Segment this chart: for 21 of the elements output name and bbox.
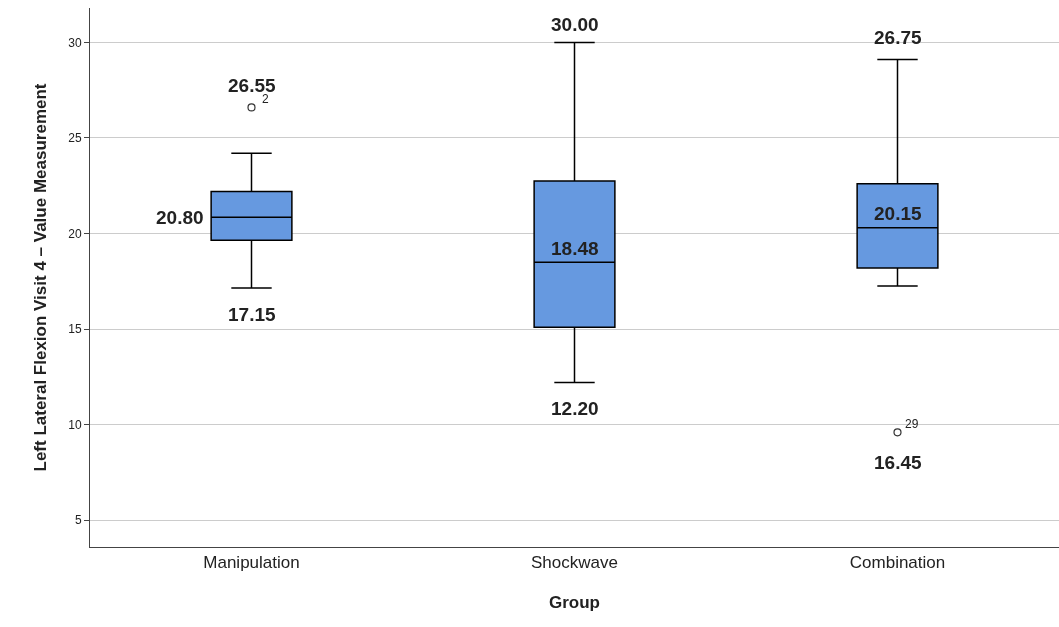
y-axis-title: Left Lateral Flexion Visit 4 – Value Measurement — [31, 83, 50, 472]
annotation: 29 — [905, 417, 919, 431]
annotation: 16.45 — [874, 452, 922, 473]
annotation: 18.48 — [551, 238, 599, 259]
y-tick-label: 5 — [74, 513, 82, 528]
annotation: 12.20 — [551, 398, 599, 419]
annotation: 26.75 — [874, 27, 922, 48]
annotation: 20.80 — [156, 207, 204, 228]
y-tick-label: 15 — [68, 322, 82, 337]
x-tick-label: Manipulation — [203, 553, 300, 573]
x-tick-label: Shockwave — [531, 553, 618, 573]
y-tick-label: 25 — [68, 131, 82, 146]
annotation: 17.15 — [228, 304, 276, 325]
annotation: 30.00 — [551, 14, 599, 35]
y-tick-label: 10 — [68, 417, 82, 432]
x-axis-title: Group — [549, 593, 600, 612]
annotation: 20.15 — [874, 203, 922, 224]
annotation: 2 — [262, 92, 269, 106]
y-tick-label: 30 — [68, 35, 82, 50]
y-tick-label: 20 — [68, 226, 82, 241]
x-tick-label: Combination — [849, 553, 946, 573]
